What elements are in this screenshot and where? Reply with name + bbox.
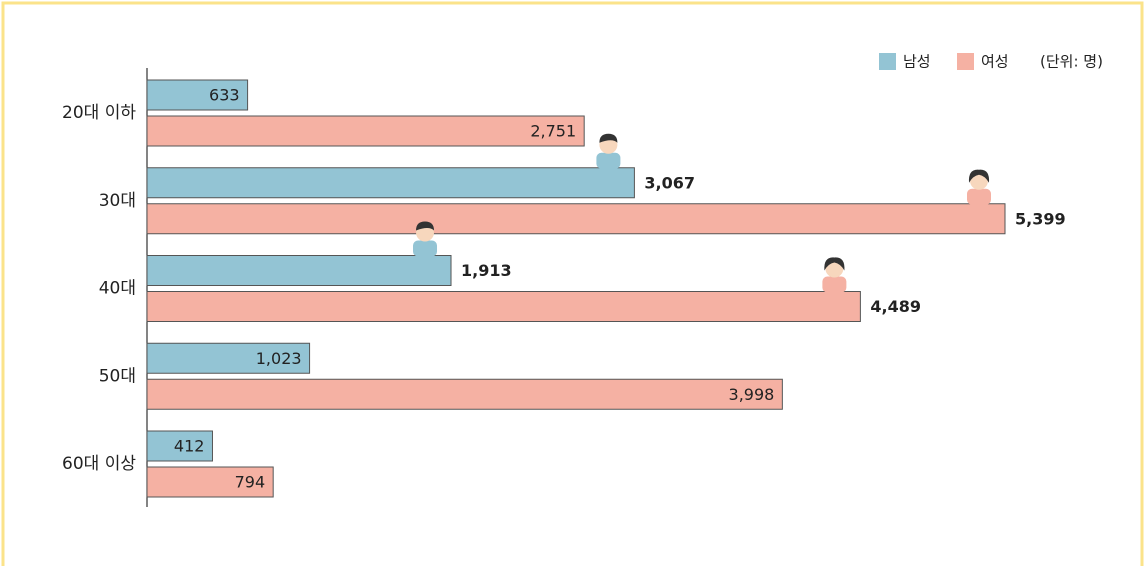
icon-hair <box>968 169 990 183</box>
icon-body <box>822 276 847 293</box>
bar <box>146 167 635 199</box>
value-label: 1,913 <box>461 261 512 280</box>
legend-swatch <box>879 53 896 70</box>
man-icon <box>413 221 438 257</box>
value-label: 1,023 <box>256 349 302 368</box>
bar <box>146 291 861 322</box>
value-label: 633 <box>209 86 240 105</box>
legend-label: 남성 <box>903 53 931 71</box>
icon-body <box>596 152 621 169</box>
y-tick-label: 30대 <box>99 191 136 211</box>
legend-label: 여성 <box>981 53 1009 71</box>
icon-hair <box>824 257 845 271</box>
value-label: 4,489 <box>870 297 921 316</box>
unit-note: (단위: 명) <box>1040 53 1103 71</box>
y-tick-label: 40대 <box>99 279 136 299</box>
bar <box>146 79 249 111</box>
value-label: 3,998 <box>729 385 775 404</box>
value-label: 5,399 <box>1015 209 1066 228</box>
bar <box>146 466 274 498</box>
bar <box>146 115 585 147</box>
y-tick-label: 20대 이하 <box>62 103 136 123</box>
bar <box>146 342 311 374</box>
icon-body <box>967 188 991 205</box>
man-icon <box>596 133 621 169</box>
woman-icon <box>967 169 991 205</box>
legend-swatch <box>957 53 974 70</box>
woman-icon <box>822 257 847 293</box>
bar <box>146 378 783 410</box>
y-tick-label: 60대 이상 <box>62 454 136 474</box>
value-label: 3,067 <box>644 173 695 192</box>
icon-body <box>413 240 438 257</box>
value-label: 794 <box>235 473 266 492</box>
bar <box>146 430 213 462</box>
y-tick-label: 50대 <box>99 366 136 386</box>
value-label: 412 <box>174 437 205 456</box>
icon-hair <box>599 133 618 143</box>
bar <box>146 203 1006 235</box>
bar <box>146 255 452 286</box>
value-label: 2,751 <box>530 122 576 141</box>
icon-hair <box>416 221 435 231</box>
